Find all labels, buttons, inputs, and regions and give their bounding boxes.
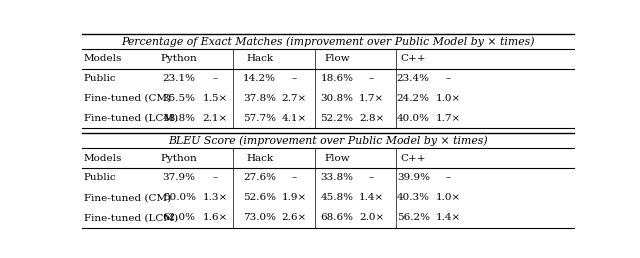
Text: 2.0×: 2.0× [359, 213, 384, 222]
Text: Fine-tuned (CM): Fine-tuned (CM) [84, 193, 172, 202]
Text: Fine-tuned (CM): Fine-tuned (CM) [84, 94, 172, 103]
Text: 1.0×: 1.0× [435, 94, 461, 103]
Text: –: – [369, 173, 374, 182]
Text: –: – [212, 74, 218, 83]
Text: 2.7×: 2.7× [282, 94, 307, 103]
Text: 1.0×: 1.0× [435, 193, 461, 202]
Text: 48.8%: 48.8% [163, 114, 196, 123]
Text: Python: Python [161, 54, 198, 63]
Text: 1.7×: 1.7× [435, 114, 461, 123]
Text: 52.6%: 52.6% [243, 193, 276, 202]
Text: C++: C++ [401, 154, 426, 163]
Text: 56.2%: 56.2% [397, 213, 430, 222]
Text: –: – [369, 74, 374, 83]
Text: Flow: Flow [324, 154, 349, 163]
Text: 24.2%: 24.2% [397, 94, 430, 103]
Text: –: – [445, 74, 451, 83]
Text: Hack: Hack [246, 154, 273, 163]
Text: –: – [292, 74, 297, 83]
Text: Public: Public [84, 74, 116, 83]
Text: Fine-tuned (LCM): Fine-tuned (LCM) [84, 114, 178, 123]
Text: 23.4%: 23.4% [397, 74, 430, 83]
Text: 40.0%: 40.0% [397, 114, 430, 123]
Text: 1.4×: 1.4× [359, 193, 384, 202]
Text: 39.9%: 39.9% [397, 173, 430, 182]
Text: Flow: Flow [324, 54, 349, 63]
Text: 18.6%: 18.6% [321, 74, 353, 83]
Text: 2.6×: 2.6× [282, 213, 307, 222]
Text: 23.1%: 23.1% [163, 74, 196, 83]
Text: Python: Python [161, 154, 198, 163]
Text: 4.1×: 4.1× [282, 114, 307, 123]
Text: –: – [292, 173, 297, 182]
Text: 1.4×: 1.4× [435, 213, 461, 222]
Text: 1.9×: 1.9× [282, 193, 307, 202]
Text: 1.5×: 1.5× [202, 94, 228, 103]
Text: 37.9%: 37.9% [163, 173, 196, 182]
Text: Hack: Hack [246, 54, 273, 63]
Text: 27.6%: 27.6% [243, 173, 276, 182]
Text: 30.8%: 30.8% [321, 94, 353, 103]
Text: C++: C++ [401, 54, 426, 63]
Text: Public: Public [84, 173, 116, 182]
Text: –: – [445, 173, 451, 182]
Text: Models: Models [84, 54, 122, 63]
Text: 1.6×: 1.6× [202, 213, 228, 222]
Text: BLEU Score (improvement over Public Model by × times): BLEU Score (improvement over Public Mode… [168, 135, 488, 146]
Text: 2.8×: 2.8× [359, 114, 384, 123]
Text: 57.7%: 57.7% [243, 114, 276, 123]
Text: 68.6%: 68.6% [321, 213, 353, 222]
Text: 73.0%: 73.0% [243, 213, 276, 222]
Text: 1.3×: 1.3× [202, 193, 228, 202]
Text: 1.7×: 1.7× [359, 94, 384, 103]
Text: –: – [212, 173, 218, 182]
Text: 33.8%: 33.8% [321, 173, 353, 182]
Text: Fine-tuned (LCM): Fine-tuned (LCM) [84, 213, 178, 222]
Text: 2.1×: 2.1× [202, 114, 228, 123]
Text: 52.2%: 52.2% [321, 114, 353, 123]
Text: 37.8%: 37.8% [243, 94, 276, 103]
Text: 40.3%: 40.3% [397, 193, 430, 202]
Text: 62.0%: 62.0% [163, 213, 196, 222]
Text: Models: Models [84, 154, 122, 163]
Text: Percentage of Exact Matches (improvement over Public Model by × times): Percentage of Exact Matches (improvement… [121, 36, 535, 47]
Text: 14.2%: 14.2% [243, 74, 276, 83]
Text: 35.5%: 35.5% [163, 94, 196, 103]
Text: 50.0%: 50.0% [163, 193, 196, 202]
Text: 45.8%: 45.8% [321, 193, 353, 202]
